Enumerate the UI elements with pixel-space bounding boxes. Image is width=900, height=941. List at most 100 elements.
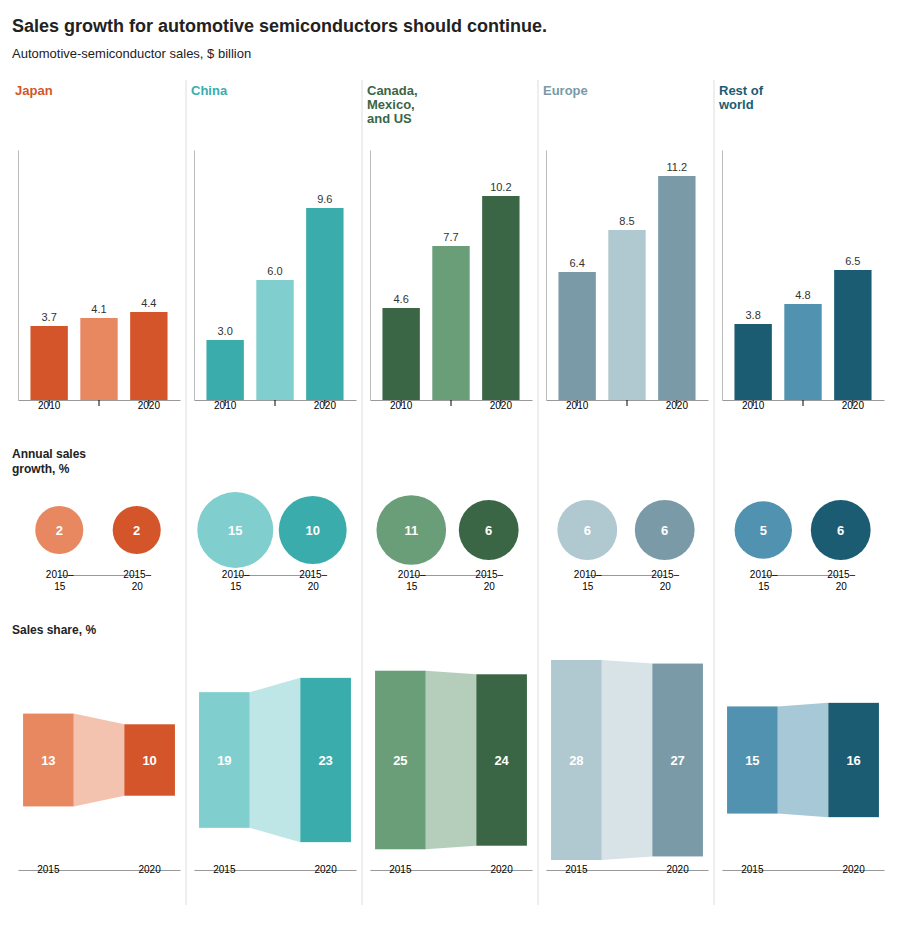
text-line: Sales share, % — [12, 623, 96, 637]
tick — [99, 400, 100, 406]
x-axis: 2015 2020 — [19, 864, 181, 875]
text-line: 2020 — [842, 400, 865, 411]
text-line: 2010– — [750, 569, 778, 580]
share-block — [300, 678, 351, 842]
tick-label: 2015 — [741, 864, 764, 875]
data-label: 28 — [569, 753, 583, 768]
tick-label: 2010–15 — [574, 569, 602, 592]
tick-mark — [627, 400, 628, 406]
text-line: 2015 — [213, 864, 236, 875]
text-line: 15 — [406, 581, 418, 592]
ribbons — [727, 703, 879, 817]
text-line: China — [191, 83, 228, 98]
text-line: Canada, — [367, 83, 418, 98]
share-block — [23, 714, 74, 807]
x-axis: 2010–15 2015–20 — [46, 569, 152, 592]
text-line: 2020 — [314, 400, 337, 411]
data-label: 10 — [305, 523, 319, 538]
data-label: 15 — [228, 523, 242, 538]
tick-label: 2015 — [565, 864, 588, 875]
bubble — [376, 495, 446, 565]
tick-label: 2010 — [38, 400, 61, 411]
tick: 2020 — [315, 864, 338, 875]
data-label: 4.1 — [91, 303, 106, 315]
data-label: 6 — [661, 523, 668, 538]
data-label: 2 — [133, 523, 140, 538]
data-label: 4.6 — [394, 293, 409, 305]
y-axis — [722, 151, 723, 401]
tick-label: 2010–15 — [398, 569, 426, 592]
tick: 2020 — [139, 864, 162, 875]
data-label: 15 — [745, 753, 759, 768]
text-line: world — [718, 97, 754, 112]
panel-title: Japan — [15, 83, 53, 98]
ribbons — [23, 714, 175, 807]
share-block — [375, 671, 426, 850]
text-line: Sales growth for automotive semiconducto… — [12, 16, 547, 36]
x-axis: 20102020 — [547, 400, 709, 411]
bar — [382, 308, 419, 400]
text-line: Annual sales — [12, 447, 86, 461]
axis-line — [546, 151, 547, 401]
text-line: 2020 — [843, 864, 866, 875]
text-line: Europe — [543, 83, 588, 98]
bars — [558, 176, 695, 400]
text-line: 2020 — [667, 864, 690, 875]
bubble — [113, 506, 161, 554]
tick: 2010–15 — [46, 569, 74, 592]
chart-root: Sales growth for automotive semiconducto… — [0, 0, 900, 941]
text-line: 2010– — [46, 569, 74, 580]
tick — [627, 400, 628, 406]
bar — [432, 246, 469, 400]
tick: 2015–20 — [123, 569, 151, 592]
bubbles — [557, 500, 694, 560]
tick: 2020 — [842, 400, 865, 411]
tick-label: 2020 — [491, 864, 514, 875]
data-label: 3.7 — [42, 311, 57, 323]
data-label: 6 — [837, 523, 844, 538]
tick: 2010 — [390, 400, 413, 411]
bar — [558, 272, 595, 400]
share-block — [828, 703, 879, 817]
x-axis: 2015 2020 — [547, 864, 709, 875]
text-line: and US — [367, 111, 412, 126]
tick-label: 2015–20 — [651, 569, 679, 592]
y-axis — [194, 151, 195, 401]
text-line: 2010– — [398, 569, 426, 580]
connector — [250, 678, 301, 842]
tick-label: 2020 — [138, 400, 161, 411]
text-line: 2020 — [139, 864, 162, 875]
tick: 2020 — [490, 400, 513, 411]
bubble — [557, 500, 617, 560]
x-axis: 2010–152015–20 — [222, 569, 328, 592]
text-line: Japan — [15, 83, 53, 98]
tick-label: 2010 — [390, 400, 413, 411]
axis-line — [194, 151, 195, 401]
tick-label: 2020 — [314, 400, 337, 411]
data-label: 6.4 — [570, 257, 585, 269]
tick-label: 2020 — [490, 400, 513, 411]
tick-label: 2015–20 — [123, 569, 151, 592]
text-line: 2015 — [37, 864, 60, 875]
tick: 2010–15 — [574, 569, 602, 592]
connector — [74, 714, 125, 807]
tick: 2010–15 — [398, 569, 426, 592]
tick: 2010 — [38, 400, 61, 411]
bubble — [735, 501, 792, 558]
tick: 2020 — [491, 864, 514, 875]
text-line: 2010 — [742, 400, 765, 411]
tick-label: 2020 — [842, 400, 865, 411]
bars — [206, 208, 343, 400]
bar — [658, 176, 695, 400]
text-line: 2010 — [390, 400, 413, 411]
bar — [130, 312, 167, 400]
axis-line — [722, 151, 723, 401]
data-label: 9.6 — [317, 193, 332, 205]
tick — [451, 400, 452, 406]
tick: 2010–15 — [222, 569, 250, 592]
bar — [784, 304, 821, 400]
tick — [803, 400, 804, 406]
x-axis: 2015 2020 — [723, 864, 885, 875]
tick: 2020 — [843, 864, 866, 875]
text-line: 2010 — [214, 400, 237, 411]
